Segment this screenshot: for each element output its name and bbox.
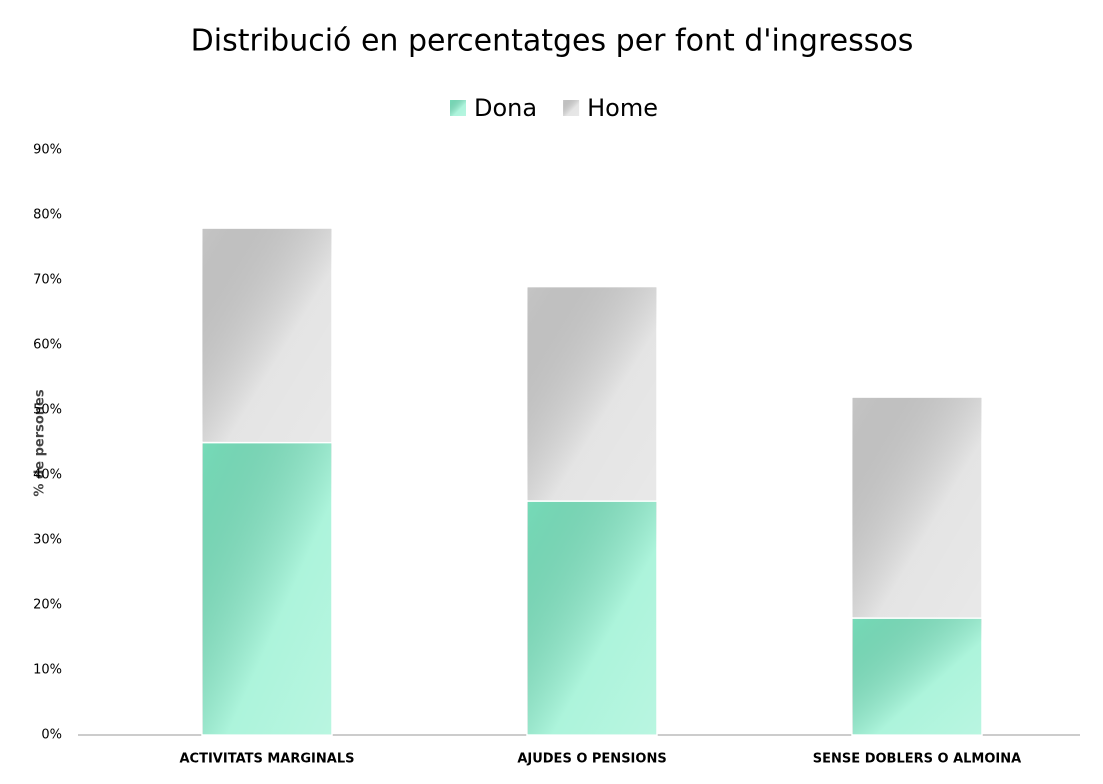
y-tick-label: 40%	[33, 468, 62, 483]
bar-sheen	[527, 287, 657, 500]
bar-sheen	[852, 619, 982, 734]
y-tick-label: 20%	[33, 598, 62, 613]
y-tick-label: 80%	[33, 208, 62, 223]
chart-title: Distribució en percentatges per font d'i…	[191, 24, 914, 59]
y-tick-label: 90%	[33, 143, 62, 158]
x-tick-label: SENSE DOBLERS O ALMOINA	[813, 752, 1021, 767]
bar-sheen	[852, 398, 982, 617]
legend-label: Dona	[474, 94, 537, 122]
y-tick-label: 0%	[41, 728, 62, 743]
x-tick-label: AJUDES O PENSIONS	[517, 752, 666, 767]
x-tick-label: ACTIVITATS MARGINALS	[180, 752, 355, 767]
y-tick-label: 10%	[33, 663, 62, 678]
y-tick-label: 70%	[33, 273, 62, 288]
bar-sheen	[527, 502, 657, 734]
bar-sheen	[202, 229, 332, 442]
legend-swatch-sheen	[563, 100, 580, 116]
y-tick-label: 50%	[33, 403, 62, 418]
y-tick-label: 60%	[33, 338, 62, 353]
legend-swatch-sheen	[450, 100, 466, 116]
y-axis-label: % de persones	[33, 389, 48, 496]
bar-sheen	[202, 443, 332, 734]
legend-label: Home	[587, 94, 658, 122]
y-tick-label: 30%	[33, 533, 62, 548]
